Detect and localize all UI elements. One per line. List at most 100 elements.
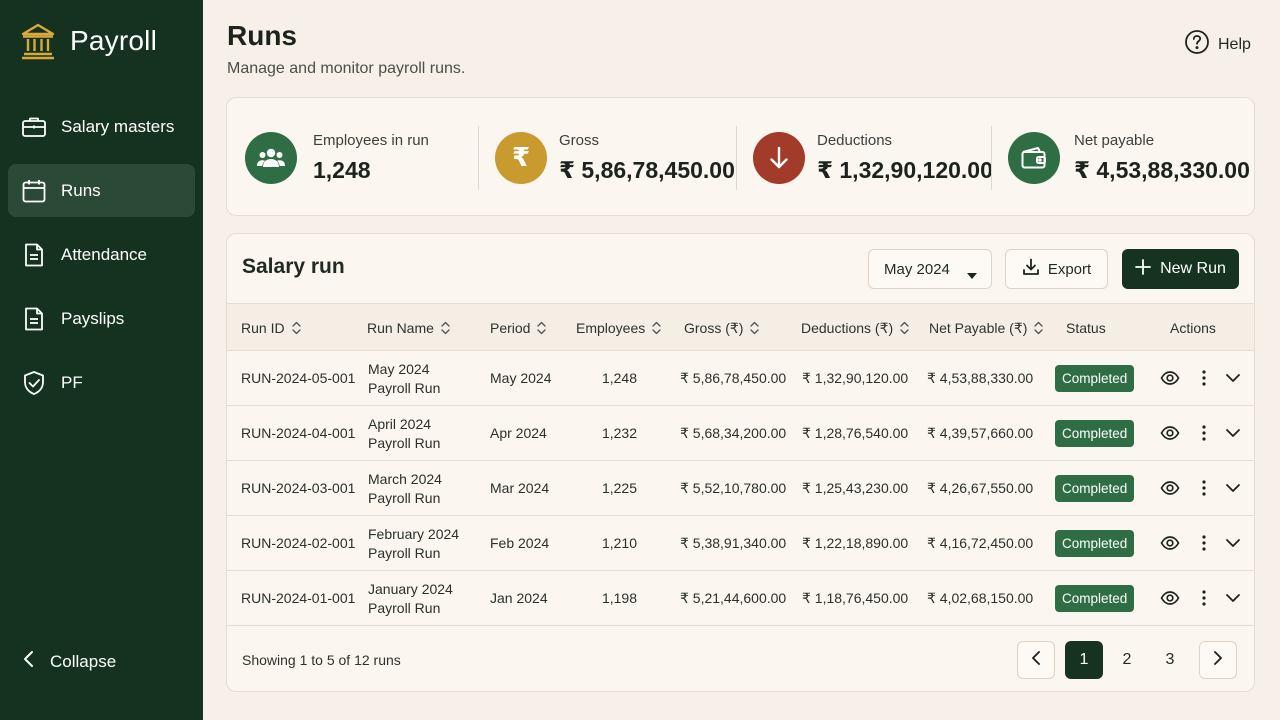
sort-icon — [1034, 321, 1044, 335]
cell-run-id: RUN-2024-02-001 — [241, 535, 356, 551]
collapse-button[interactable]: Collapse — [22, 650, 116, 673]
more-vertical-icon[interactable] — [1200, 423, 1208, 443]
column-label: Gross (₹) — [684, 319, 744, 336]
sort-icon — [750, 321, 760, 335]
eye-icon[interactable] — [1160, 423, 1180, 443]
cell-employees: 1,198 — [601, 590, 637, 606]
collapse-label: Collapse — [50, 651, 117, 671]
stat-value: 1,248 — [313, 156, 371, 183]
prev-page-button[interactable] — [1017, 641, 1055, 679]
sidebar-item-label: Runs — [61, 180, 101, 200]
sidebar-item-pf[interactable]: PF — [8, 356, 195, 409]
column-label: Run Name — [367, 320, 434, 336]
cell-period: May 2024 — [490, 370, 552, 386]
sidebar-item-label: Payslips — [61, 308, 125, 328]
column-header-actions: Actions — [1170, 304, 1216, 352]
new-run-label: New Run — [1160, 260, 1226, 277]
table-row[interactable]: RUN-2024-02-001 February 2024 Payroll Ru… — [227, 516, 1254, 571]
sidebar-item-runs[interactable]: Runs — [8, 164, 195, 217]
cell-period: Jan 2024 — [490, 590, 548, 606]
eye-icon[interactable] — [1160, 368, 1180, 388]
table-row[interactable]: RUN-2024-03-001 March 2024 Payroll Run M… — [227, 461, 1254, 516]
cell-status: Completed — [1055, 406, 1135, 461]
chevron-down-icon[interactable] — [1225, 588, 1241, 608]
new-run-button[interactable]: New Run — [1122, 249, 1239, 289]
arrow-down-icon — [753, 131, 805, 184]
chevron-down-icon[interactable] — [1225, 423, 1241, 443]
column-header-deductions[interactable]: Deductions (₹) — [801, 304, 909, 352]
sidebar-item-payslips[interactable]: Payslips — [8, 292, 195, 345]
run-name-line1: January 2024 — [368, 580, 453, 597]
cell-net-payable: ₹ 4,16,72,450.00 — [927, 535, 1034, 551]
cell-deductions: ₹ 1,22,18,890.00 — [802, 535, 909, 551]
column-header-period[interactable]: Period — [490, 304, 547, 352]
sidebar-item-label: Salary masters — [61, 116, 175, 136]
stat-gross: ₹ Gross ₹ 5,86,78,450.00 — [495, 98, 735, 217]
run-name-line2: Payroll Run — [368, 434, 441, 451]
column-header-gross[interactable]: Gross (₹) — [684, 304, 760, 352]
next-page-button[interactable] — [1199, 641, 1237, 679]
chevron-down-icon[interactable] — [1225, 533, 1241, 553]
table-row[interactable]: RUN-2024-01-001 January 2024 Payroll Run… — [227, 571, 1254, 626]
cell-net-payable: ₹ 4,53,88,330.00 — [927, 370, 1034, 386]
card-title: Salary run — [242, 255, 345, 278]
stat-label: Deductions — [817, 131, 893, 149]
brand[interactable]: Payroll — [20, 22, 157, 60]
more-vertical-icon[interactable] — [1200, 478, 1208, 498]
table-row[interactable]: RUN-2024-05-001 May 2024 Payroll Run May… — [227, 351, 1254, 406]
users-icon — [245, 131, 297, 184]
stat-label: Gross — [559, 131, 600, 149]
cell-period: Feb 2024 — [490, 535, 550, 551]
pagination-summary: Showing 1 to 5 of 12 runs — [242, 652, 401, 668]
more-vertical-icon[interactable] — [1200, 588, 1208, 608]
stat-value: ₹ 4,53,88,330.00 — [1074, 156, 1250, 183]
cell-run-id: RUN-2024-05-001 — [241, 370, 356, 386]
page-button-1[interactable]: 1 — [1065, 641, 1103, 679]
plus-icon — [1135, 258, 1151, 280]
export-label: Export — [1047, 260, 1092, 278]
cell-gross: ₹ 5,21,44,600.00 — [680, 590, 787, 606]
cell-net-payable: ₹ 4,02,68,150.00 — [927, 590, 1034, 606]
cell-deductions: ₹ 1,28,76,540.00 — [802, 425, 909, 441]
column-header-run-name[interactable]: Run Name — [367, 304, 450, 352]
column-header-employees[interactable]: Employees — [576, 304, 661, 352]
status-badge: Completed — [1055, 530, 1135, 557]
column-label: Status — [1066, 320, 1106, 336]
eye-icon[interactable] — [1160, 588, 1180, 608]
status-badge: Completed — [1055, 585, 1135, 612]
status-badge: Completed — [1055, 475, 1135, 502]
run-name-line2: Payroll Run — [368, 599, 441, 616]
bank-icon — [20, 22, 56, 60]
sidebar-item-salary-masters[interactable]: Salary masters — [8, 100, 195, 153]
eye-icon[interactable] — [1160, 478, 1180, 498]
help-button[interactable]: Help — [1184, 29, 1251, 60]
cell-period: Apr 2024 — [490, 425, 547, 441]
period-select[interactable]: May 2024 — [868, 249, 992, 289]
stat-deductions: Deductions ₹ 1,32,90,120.00 — [753, 98, 993, 217]
stat-employees: Employees in run 1,248 — [245, 98, 429, 217]
page-title: Runs — [227, 20, 297, 51]
page-button-3[interactable]: 3 — [1165, 651, 1175, 668]
stat-divider — [991, 126, 992, 190]
cell-run-name: April 2024 Payroll Run — [368, 406, 478, 461]
table-row[interactable]: RUN-2024-04-001 April 2024 Payroll Run A… — [227, 406, 1254, 461]
cell-gross: ₹ 5,38,91,340.00 — [680, 535, 787, 551]
column-header-net-payable[interactable]: Net Payable (₹) — [929, 304, 1044, 352]
eye-icon[interactable] — [1160, 533, 1180, 553]
stat-value: ₹ 5,86,78,450.00 — [559, 156, 735, 183]
run-name-line2: Payroll Run — [368, 544, 441, 561]
sort-icon — [652, 321, 661, 335]
column-label: Period — [490, 320, 531, 336]
page-button-2[interactable]: 2 — [1122, 651, 1132, 668]
chevron-down-icon[interactable] — [1225, 478, 1241, 498]
export-button[interactable]: Export — [1005, 249, 1108, 289]
sort-icon — [900, 321, 909, 335]
more-vertical-icon[interactable] — [1200, 533, 1208, 553]
column-header-run-id[interactable]: Run ID — [241, 304, 301, 352]
more-vertical-icon[interactable] — [1200, 368, 1208, 388]
sort-icon — [291, 321, 301, 335]
column-header-status: Status — [1066, 304, 1106, 352]
chevron-down-icon[interactable] — [1225, 368, 1241, 388]
sidebar-item-attendance[interactable]: Attendance — [8, 228, 195, 281]
briefcase-icon — [21, 114, 47, 140]
